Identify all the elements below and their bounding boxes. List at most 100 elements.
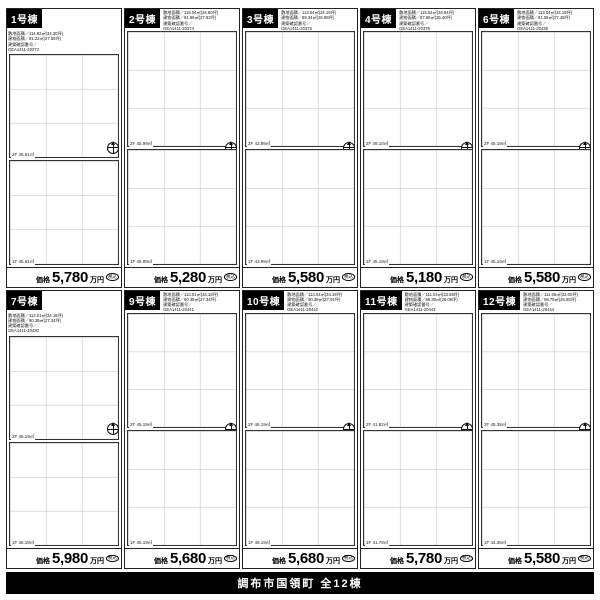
- unit-specs: 敷地面積／113.04㎡(34.19坪)建物面積／90.38㎡(27.04坪)建…: [286, 291, 357, 313]
- unit-cell: 9号棟敷地面積／113.01㎡(34.18坪)建物面積／90.38㎡(27.34…: [124, 290, 240, 570]
- price-unit: 万円: [562, 556, 576, 566]
- floor-2f: [363, 31, 473, 147]
- price-amount: 5,180: [406, 269, 442, 286]
- floor-2f: [481, 313, 591, 429]
- floor-2f: [481, 31, 591, 147]
- unit-cell: 7号棟敷地面積／113.01㎡(34.18坪)建物面積／90.38㎡(27.34…: [6, 290, 122, 570]
- unit-badge: 7号棟: [7, 291, 42, 310]
- unit-specs: 敷地面積／115.52㎡(34.94坪)建物面積／87.66㎡(26.40坪)建…: [398, 9, 475, 31]
- unit-cell: 3号棟敷地面積／113.04㎡(34.19坪)建物面積／89.34㎡(26.98…: [242, 8, 358, 288]
- floorplan-area: [7, 52, 121, 267]
- floor-2f: [9, 336, 119, 440]
- unit-badge: 11号棟: [361, 291, 402, 310]
- floor-1f: [245, 430, 355, 546]
- price-amount: 5,280: [170, 269, 206, 286]
- tax-badge: 税込: [106, 273, 119, 281]
- price-label: 価格: [272, 556, 286, 566]
- unit-badge: 10号棟: [243, 291, 284, 310]
- price-label: 価格: [36, 556, 50, 566]
- footer-banner: 調布市国領町 全12棟: [6, 572, 594, 594]
- tax-badge: 税込: [342, 555, 355, 563]
- unit-header: 10号棟敷地面積／113.04㎡(34.19坪)建物面積／90.38㎡(27.0…: [243, 291, 357, 311]
- unit-header: 7号棟敷地面積／113.01㎡(34.18坪)建物面積／90.38㎡(27.34…: [7, 291, 121, 334]
- floor-1f: [245, 149, 355, 265]
- listing-sheet: 1号棟敷地面積／114.82㎡(34.30坪)建物面積／91.22㎡(27.59…: [0, 0, 600, 600]
- floor-1f: [127, 149, 237, 265]
- price-row: 価格5,580万円税込: [479, 548, 593, 568]
- floorplan-area: [125, 311, 239, 549]
- price-label: 価格: [36, 275, 50, 285]
- unit-header: 11号棟敷地面積／111.04㎡(33.58坪)建物面積／86.30㎡(26.0…: [361, 291, 475, 311]
- unit-specs: 敷地面積／113.01㎡(34.18坪)建物面積／90.38㎡(27.34坪)建…: [162, 291, 239, 313]
- floor-1f: [481, 149, 591, 265]
- price-unit: 万円: [90, 275, 104, 285]
- floor-2f: [245, 313, 355, 429]
- price-row: 価格5,780万円税込: [7, 267, 121, 287]
- unit-cell: 4号棟敷地面積／115.52㎡(34.94坪)建物面積／87.66㎡(26.40…: [360, 8, 476, 288]
- unit-cell: 6号棟敷地面積／113.04㎡(34.19坪)建物面積／91.05㎡(27.48…: [478, 8, 594, 288]
- compass-icon: [107, 423, 119, 435]
- price-amount: 5,780: [52, 269, 88, 286]
- price-amount: 5,580: [524, 550, 560, 567]
- unit-cell: 2号棟敷地面積／115.04㎡(34.80坪)建物面積／91.98㎡(27.82…: [124, 8, 240, 288]
- floorplan-area: [479, 29, 593, 267]
- price-label: 価格: [390, 556, 404, 566]
- unit-header: 2号棟敷地面積／115.04㎡(34.80坪)建物面積／91.98㎡(27.82…: [125, 9, 239, 29]
- price-row: 価格5,680万円税込: [243, 548, 357, 568]
- unit-header: 6号棟敷地面積／113.04㎡(34.19坪)建物面積／91.05㎡(27.48…: [479, 9, 593, 29]
- price-unit: 万円: [208, 556, 222, 566]
- price-row: 価格5,580万円税込: [243, 267, 357, 287]
- unit-specs: 敷地面積／111.04㎡(33.58坪)建物面積／86.30㎡(26.06坪)建…: [404, 291, 475, 313]
- price-amount: 5,780: [406, 550, 442, 567]
- price-label: 価格: [154, 556, 168, 566]
- unit-badge: 2号棟: [125, 9, 160, 28]
- floorplan-area: [243, 311, 357, 549]
- unit-cell: 11号棟敷地面積／111.04㎡(33.58坪)建物面積／86.30㎡(26.0…: [360, 290, 476, 570]
- floor-2f: [9, 54, 119, 158]
- unit-cell: 12号棟敷地面積／111.05㎡(33.00坪)建物面積／89.76㎡(26.8…: [478, 290, 594, 570]
- tax-badge: 税込: [460, 555, 473, 563]
- price-unit: 万円: [326, 556, 340, 566]
- tax-badge: 税込: [578, 273, 591, 281]
- floor-1f: [9, 442, 119, 546]
- price-amount: 5,680: [170, 550, 206, 567]
- tax-badge: 税込: [224, 555, 237, 563]
- price-row: 価格5,780万円税込: [361, 548, 475, 568]
- price-unit: 万円: [444, 275, 458, 285]
- unit-specs: 敷地面積／115.04㎡(34.80坪)建物面積／91.98㎡(27.82坪)建…: [162, 9, 239, 31]
- price-amount: 5,580: [288, 269, 324, 286]
- floor-1f: [363, 149, 473, 265]
- price-label: 価格: [390, 275, 404, 285]
- floorplan-area: [361, 29, 475, 267]
- floor-1f: [127, 430, 237, 546]
- price-label: 価格: [508, 556, 522, 566]
- unit-specs: 敷地面積／111.05㎡(33.00坪)建物面積／89.76㎡(26.85坪)建…: [522, 291, 593, 313]
- price-unit: 万円: [562, 275, 576, 285]
- floor-2f: [363, 313, 473, 429]
- unit-header: 4号棟敷地面積／115.52㎡(34.94坪)建物面積／87.66㎡(26.40…: [361, 9, 475, 29]
- unit-specs: 敷地面積／113.04㎡(34.19坪)建物面積／89.34㎡(26.98坪)建…: [280, 9, 357, 31]
- price-row: 価格5,580万円税込: [479, 267, 593, 287]
- price-unit: 万円: [326, 275, 340, 285]
- unit-cell: 1号棟敷地面積／114.82㎡(34.30坪)建物面積／91.22㎡(27.59…: [6, 8, 122, 288]
- unit-header: 9号棟敷地面積／113.01㎡(34.18坪)建物面積／90.38㎡(27.34…: [125, 291, 239, 311]
- floorplan-area: [7, 334, 121, 549]
- price-unit: 万円: [208, 275, 222, 285]
- price-unit: 万円: [444, 556, 458, 566]
- price-row: 価格5,180万円税込: [361, 267, 475, 287]
- unit-header: 1号棟敷地面積／114.82㎡(34.30坪)建物面積／91.22㎡(27.59…: [7, 9, 121, 52]
- unit-header: 12号棟敷地面積／111.05㎡(33.00坪)建物面積／89.76㎡(26.8…: [479, 291, 593, 311]
- compass-icon: [107, 142, 119, 154]
- price-label: 価格: [154, 275, 168, 285]
- floor-2f: [245, 31, 355, 147]
- floor-1f: [9, 160, 119, 264]
- floorplan-area: [479, 311, 593, 549]
- price-row: 価格5,280万円税込: [125, 267, 239, 287]
- unit-badge: 4号棟: [361, 9, 396, 28]
- floorplan-area: [243, 29, 357, 267]
- price-amount: 5,580: [524, 269, 560, 286]
- price-row: 価格5,980万円税込: [7, 548, 121, 568]
- tax-badge: 税込: [578, 555, 591, 563]
- price-label: 価格: [272, 275, 286, 285]
- tax-badge: 税込: [342, 273, 355, 281]
